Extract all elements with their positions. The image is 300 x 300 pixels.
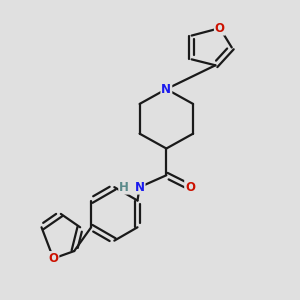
Text: O: O	[185, 181, 195, 194]
Text: O: O	[48, 252, 59, 265]
Text: O: O	[215, 22, 225, 34]
Text: H: H	[119, 181, 129, 194]
Text: N: N	[161, 82, 171, 96]
Text: N: N	[135, 181, 145, 194]
